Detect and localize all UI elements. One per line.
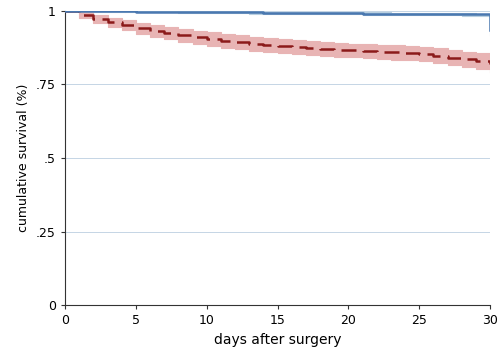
X-axis label: days after surgery: days after surgery [214, 333, 341, 347]
Y-axis label: cumulative survival (%): cumulative survival (%) [18, 84, 30, 232]
